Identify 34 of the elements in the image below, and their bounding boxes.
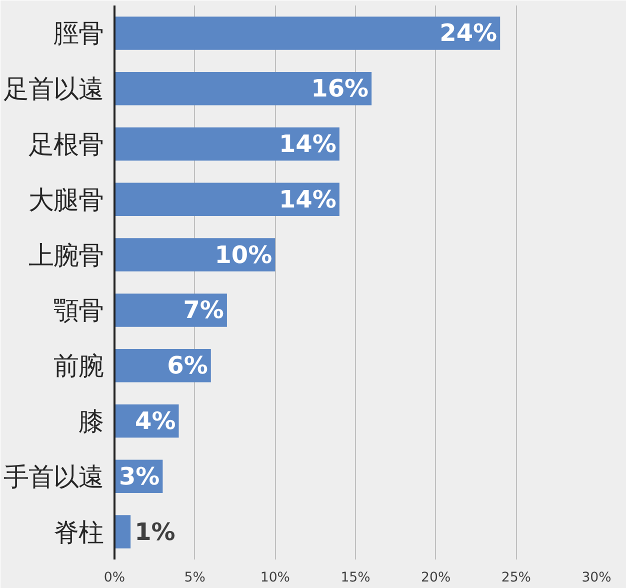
bar [114,72,372,106]
y-tick-label: 上腕骨 [28,240,104,270]
y-tick-label: 前腕 [54,350,104,381]
y-tick-label: 脊柱 [54,516,104,547]
y-tick-label: 足首以遠 [4,74,104,104]
data-label: 24% [440,19,498,48]
bar [114,294,227,327]
data-label: 6% [167,352,208,380]
x-tick-label: 25% [501,570,531,586]
data-label: 3% [118,462,160,490]
y-tick-label: 脛骨 [54,18,104,48]
data-label: 10% [214,240,272,269]
data-label: 1% [134,518,176,546]
x-tick-label: 0% [104,570,126,586]
bar [114,515,131,548]
bar [114,16,500,50]
y-tick-label: 顎骨 [54,295,104,326]
x-tick-label: 10% [260,570,290,586]
data-label: 16% [311,74,369,103]
x-tick-label: 20% [421,570,451,586]
bar [114,182,340,216]
bar [114,238,276,272]
data-label: 7% [183,296,224,324]
x-tick-label: 5% [184,570,206,586]
bar [114,127,340,161]
y-tick-label: 大腿骨 [28,184,104,214]
y-tick-label: 足根骨 [28,129,104,159]
y-tick-label: 手首以遠 [4,461,104,492]
data-label: 14% [278,185,336,214]
data-label: 4% [135,407,176,435]
x-tick-label: 15% [340,570,370,586]
data-label: 14% [278,130,336,158]
y-tick-label: 膝 [78,406,104,436]
x-tick-label: 30% [582,570,612,586]
